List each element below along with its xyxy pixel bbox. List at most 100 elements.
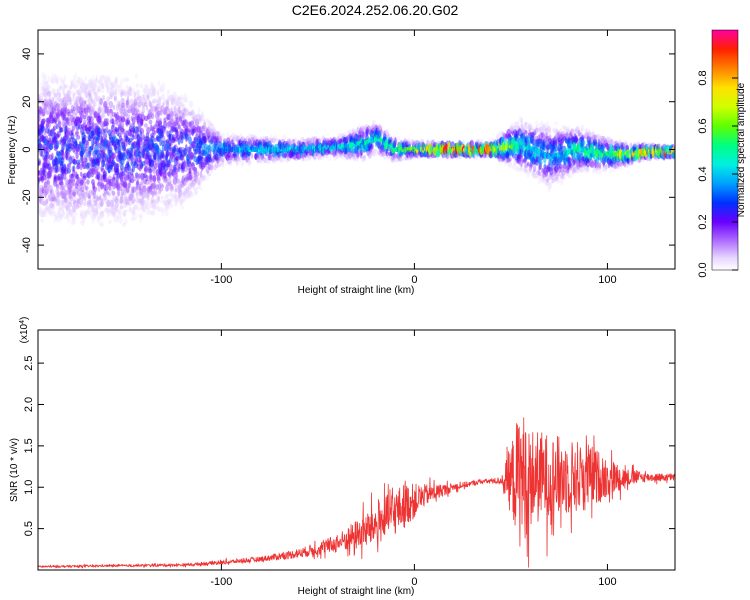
spectrogram-cell [65, 182, 68, 188]
spectrogram-cell [76, 179, 80, 186]
spectrogram-cell [77, 199, 81, 204]
spectrogram-cell [106, 213, 110, 218]
spectrogram-cell [107, 183, 111, 190]
spectrogram-cell [72, 205, 77, 213]
spectrogram-cell [72, 78, 77, 85]
spectrogram-cell [106, 85, 110, 91]
spectrogram-cell [125, 130, 129, 138]
spectrogram-cell [217, 154, 221, 161]
spectrogram-cell [109, 187, 114, 194]
spectrogram-cell [104, 176, 108, 183]
spectrogram-cell [136, 89, 140, 95]
spectrogram-cell [66, 212, 69, 218]
spectrogram-cell [88, 168, 93, 175]
spectrogram-cell [50, 202, 55, 208]
spectrogram-cell [161, 174, 165, 180]
spectrogram-cell [154, 112, 160, 119]
spectrogram-cell [45, 198, 49, 204]
spectrogram-cell [72, 178, 76, 187]
spectrogram-cell [136, 179, 140, 186]
spectrogram-cell [51, 192, 56, 199]
spectrogram-cell [183, 188, 188, 193]
spectrogram-cell [125, 119, 129, 127]
spectrogram-cell [69, 109, 74, 114]
spectrogram-cell [74, 182, 79, 189]
spectrogram-cell [165, 203, 169, 210]
spectrogram-ridge-cell [233, 147, 236, 152]
spectrogram-cell [103, 118, 108, 127]
spectrogram-cell [190, 110, 195, 115]
spectrogram-cell [151, 85, 156, 92]
spectrogram-cell [76, 106, 81, 113]
spectrogram-cell [56, 88, 60, 95]
spectrogram-cell [82, 122, 87, 128]
spectrogram-cell [97, 112, 101, 121]
spectrogram-cell [313, 152, 318, 160]
spectrogram-cell [267, 154, 270, 161]
spectrogram-cell [60, 204, 64, 209]
spectrogram-cell [318, 137, 323, 143]
spectrogram-cell [131, 106, 136, 114]
spectrogram-cell [38, 113, 42, 121]
spectrogram-cell [87, 207, 91, 211]
spectrogram-cell [166, 91, 169, 97]
spectrogram-cell [245, 157, 249, 163]
spectrogram-y-tick-label: 0 [21, 146, 33, 152]
spectrogram-cell [55, 188, 58, 195]
spectrogram-cell [355, 152, 359, 158]
spectrogram-cell [247, 133, 252, 140]
spectrogram-cell [84, 107, 87, 115]
spectrogram-cell [254, 153, 258, 160]
spectrogram-cell [171, 110, 177, 117]
spectrogram-cell [207, 144, 212, 153]
spectrogram-cell [294, 137, 298, 145]
spectrogram-cell [130, 168, 134, 176]
spectrogram-cell [150, 105, 154, 112]
spectrogram-cell [313, 136, 318, 143]
spectrogram-cell [114, 113, 118, 119]
spectrogram-cell [175, 178, 181, 184]
spectrogram-cell [47, 85, 51, 89]
spectrogram-cell [187, 146, 191, 154]
spectrogram-cell [100, 150, 105, 159]
spectrogram-cell [352, 156, 357, 162]
spectrogram-cell [110, 81, 114, 88]
spectrogram-cell [166, 130, 170, 137]
spectrogram-cell [48, 99, 53, 107]
spectrogram-cell [155, 169, 159, 178]
spectrogram-cell [168, 151, 172, 157]
spectrogram-cell [81, 160, 85, 167]
spectrogram-cell [145, 94, 149, 99]
spectrogram-cell [139, 156, 142, 164]
spectrogram-cell [87, 97, 92, 104]
spectrogram-cell [55, 103, 61, 109]
spectrogram-cell [361, 155, 365, 162]
spectrogram-cell [61, 192, 65, 200]
spectrogram-cell [143, 168, 147, 173]
spectrogram-cell [139, 96, 143, 102]
spectrogram-cell [75, 115, 79, 122]
spectrogram-cell [204, 176, 210, 181]
spectrogram-cell [152, 127, 155, 135]
spectrogram-cell [69, 180, 74, 189]
spectrogram-cell [332, 139, 337, 147]
spectrogram-cell [343, 137, 349, 144]
spectrogram-cell [59, 213, 63, 218]
spectrogram-cell [79, 219, 85, 226]
spectrogram-cell [191, 167, 197, 172]
spectrogram-cell [51, 88, 56, 95]
spectrogram-cell [53, 101, 58, 107]
spectrogram-cell [85, 162, 90, 170]
spectrogram-cell [115, 114, 120, 121]
spectrogram-cell [106, 208, 111, 215]
spectrogram-cell [136, 203, 139, 212]
spectrogram-cell [56, 191, 61, 197]
spectrogram-cell [135, 197, 139, 204]
spectrogram-cell [65, 154, 68, 160]
spectrogram-cell [50, 104, 54, 109]
spectrogram-cell [47, 205, 53, 211]
spectrogram-cell [253, 135, 257, 143]
spectrogram-cell [184, 132, 189, 139]
spectrogram-cell [52, 78, 57, 84]
spectrogram-cell [125, 196, 129, 203]
